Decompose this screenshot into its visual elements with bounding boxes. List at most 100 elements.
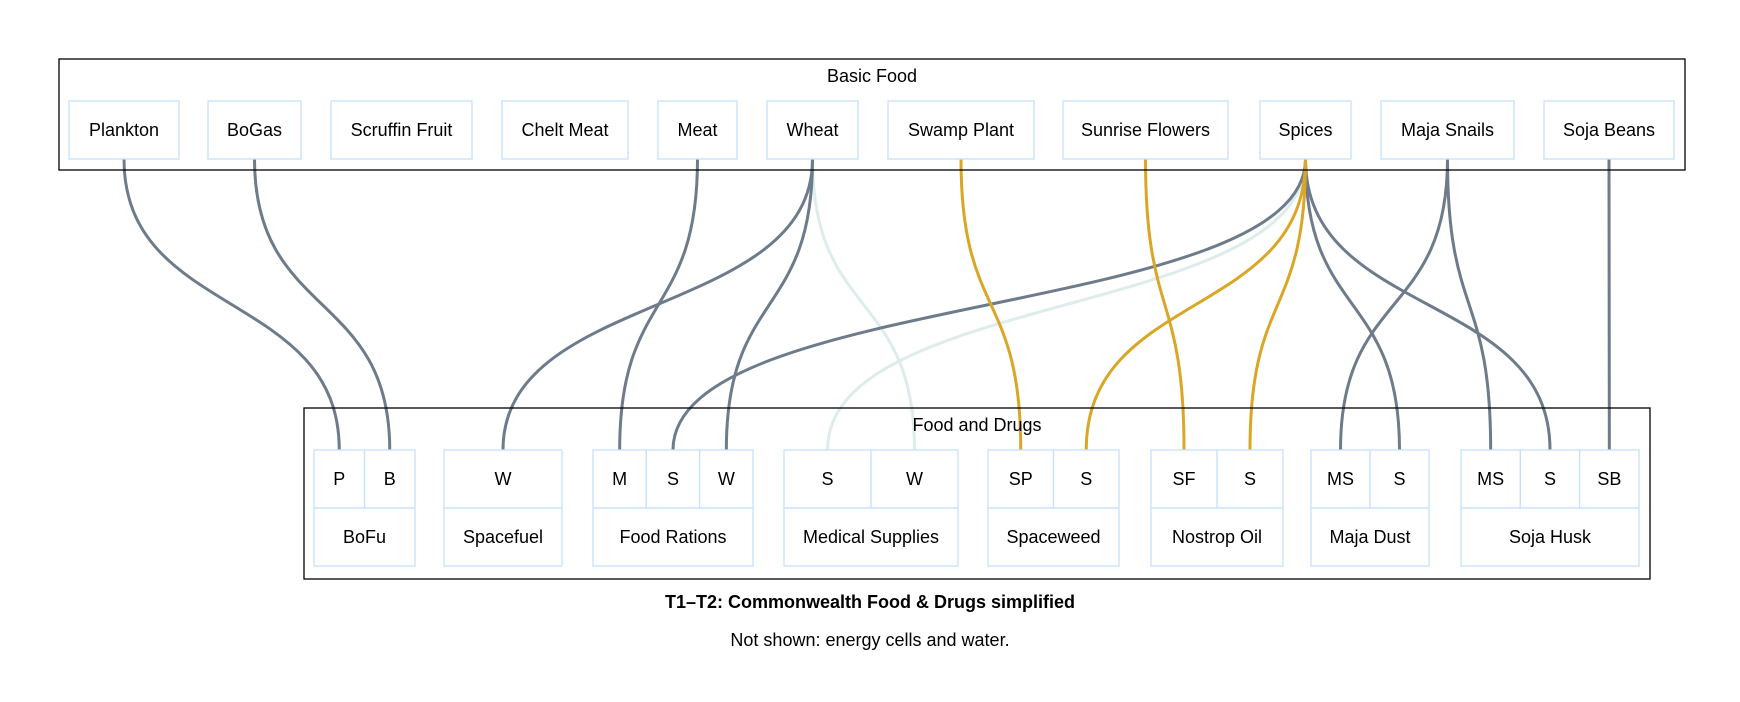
port-label: SF [1172, 469, 1195, 489]
port-spaceweed-s: S [1052, 449, 1120, 509]
node-meat: Meat [657, 100, 738, 160]
port-label: S [1393, 469, 1405, 489]
port-maja-dust-s: S [1369, 449, 1430, 509]
product-box [1150, 507, 1284, 567]
product-label: Nostrop Oil [1172, 527, 1262, 547]
port-box [1310, 449, 1371, 509]
port-box [443, 449, 563, 509]
port-food-rations-s: S [645, 449, 701, 509]
port-box [1216, 449, 1284, 509]
product-spaceweed: SP S Spaceweed [987, 449, 1120, 567]
product-nostrop-oil: SF S Nostrop Oil [1150, 449, 1284, 567]
port-label: S [821, 469, 833, 489]
node-box [330, 100, 473, 160]
node-box [68, 100, 180, 160]
diagram-title: T1–T2: Commonwealth Food & Drugs simplif… [664, 592, 1076, 612]
basic-food-label: Basic Food [827, 66, 917, 86]
product-box [783, 507, 959, 567]
port-spaceweed-sp: SP [987, 449, 1055, 509]
node-wheat: Wheat [766, 100, 859, 160]
port-box [1052, 449, 1120, 509]
node-box [657, 100, 738, 160]
product-box [1310, 507, 1430, 567]
product-medical-supplies: S W Medical Supplies [783, 449, 959, 567]
port-label: W [495, 469, 512, 489]
port-bofu-p: P [313, 449, 366, 509]
node-bogas: BoGas [207, 100, 302, 160]
product-spacefuel: W Spacefuel [443, 449, 563, 567]
port-box [1460, 449, 1521, 509]
node-scruffin-fruit: Scruffin Fruit [330, 100, 473, 160]
node-label: Swamp Plant [908, 120, 1014, 140]
product-label: Soja Husk [1509, 527, 1592, 547]
node-box [1543, 100, 1675, 160]
product-label: Maja Dust [1329, 527, 1410, 547]
edge-sunrise-to-no_sf [1144, 158, 1186, 451]
node-plankton: Plankton [68, 100, 180, 160]
port-label: P [333, 469, 345, 489]
port-label: S [1244, 469, 1256, 489]
node-label: Soja Beans [1563, 120, 1655, 140]
food-and-drugs-label: Food and Drugs [912, 415, 1041, 435]
port-food-rations-w: W [699, 449, 754, 509]
edge-spices-to-sh_s [1304, 158, 1552, 451]
node-maja-snails: Maja Snails [1380, 100, 1515, 160]
port-box [1579, 449, 1640, 509]
node-label: Maja Snails [1401, 120, 1494, 140]
port-label: W [906, 469, 923, 489]
port-maja-dust-ms: MS [1310, 449, 1371, 509]
product-label: BoFu [343, 527, 386, 547]
product-label: Food Rations [619, 527, 726, 547]
product-label: Spacefuel [463, 527, 543, 547]
port-box [870, 449, 959, 509]
node-box [1259, 100, 1352, 160]
product-soja-husk: MS S SB Soja Husk [1460, 449, 1640, 567]
port-medical-supplies-w: W [870, 449, 959, 509]
node-box [1062, 100, 1229, 160]
port-label: B [384, 469, 396, 489]
edge-bogas-to-bofu_b [253, 158, 392, 451]
port-box [363, 449, 416, 509]
product-label: Medical Supplies [803, 527, 939, 547]
edge-wheat-to-spacefuel_w [501, 158, 814, 451]
edge-spices-to-no_s [1248, 158, 1307, 451]
port-label: MS [1327, 469, 1354, 489]
port-soja-husk-s: S [1519, 449, 1581, 509]
node-spices: Spices [1259, 100, 1352, 160]
basic-food-frame [58, 58, 1686, 171]
node-sunrise-flowers: Sunrise Flowers [1062, 100, 1229, 160]
edge-spices-to-med_s [826, 158, 1307, 451]
port-label: W [718, 469, 735, 489]
node-label: Spices [1278, 120, 1332, 140]
port-box [313, 449, 366, 509]
edge-spices-to-sw_s [1084, 158, 1307, 451]
port-label: S [1544, 469, 1556, 489]
port-spacefuel-w: W [443, 449, 563, 509]
port-box [1150, 449, 1218, 509]
node-box [1380, 100, 1515, 160]
node-label: Sunrise Flowers [1081, 120, 1210, 140]
edges-layer [122, 158, 1611, 451]
product-maja-dust: MS S Maja Dust [1310, 449, 1430, 567]
port-label: S [667, 469, 679, 489]
product-bofu: P B BoFu [313, 449, 416, 567]
product-box [592, 507, 754, 567]
edge-swamp-to-sw_sp [959, 158, 1023, 451]
node-box [207, 100, 302, 160]
node-box [887, 100, 1035, 160]
port-bofu-b: B [363, 449, 416, 509]
node-swamp-plant: Swamp Plant [887, 100, 1035, 160]
port-label: MS [1477, 469, 1504, 489]
edge-wheat-to-med_w [811, 158, 916, 451]
product-label: Spaceweed [1006, 527, 1100, 547]
product-box [987, 507, 1120, 567]
food-and-drugs-frame [303, 407, 1651, 580]
node-soja-beans: Soja Beans [1543, 100, 1675, 160]
edge-spices-to-md_s [1304, 158, 1401, 451]
port-nostrop-oil-s: S [1216, 449, 1284, 509]
node-label: Plankton [89, 120, 159, 140]
product-box [1460, 507, 1640, 567]
port-food-rations-m: M [592, 449, 647, 509]
